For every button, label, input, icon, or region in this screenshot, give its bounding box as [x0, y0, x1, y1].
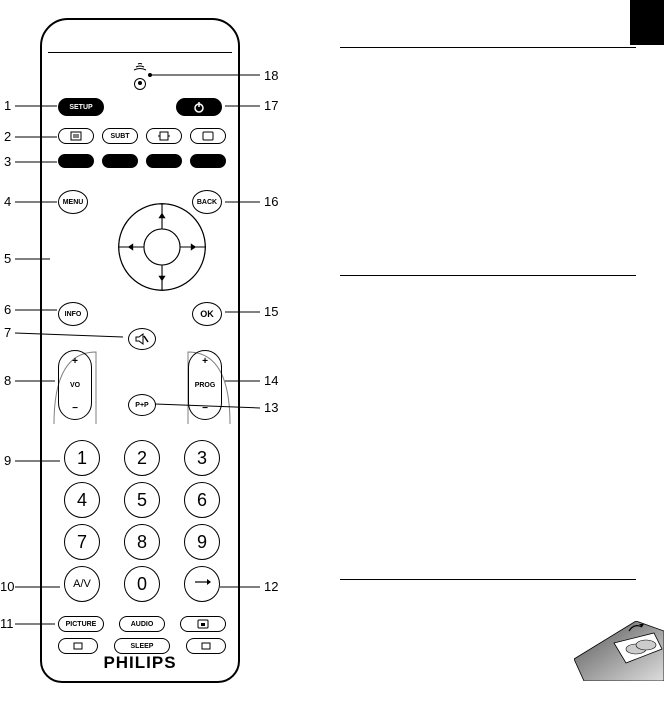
digit-2-button[interactable]: 2 — [124, 440, 160, 476]
format-button[interactable] — [146, 128, 182, 144]
blue-button[interactable] — [190, 154, 226, 168]
brand-logo: PHILIPS — [103, 653, 176, 673]
digit-8-button[interactable]: 8 — [124, 524, 160, 560]
left-misc-button[interactable] — [58, 638, 98, 654]
mute-icon — [135, 333, 149, 345]
number-pad: 1 2 3 4 5 6 7 8 9 A/V 0 — [64, 440, 220, 608]
yellow-button[interactable] — [146, 154, 182, 168]
power-icon — [193, 101, 205, 113]
callout-11: 11 — [0, 616, 14, 631]
callout-4: 4 — [4, 194, 11, 209]
callout-15: 15 — [264, 304, 278, 319]
rect-icon — [200, 641, 212, 651]
menu-button[interactable]: MENU — [58, 190, 88, 214]
audio-button[interactable]: AUDIO — [119, 616, 165, 632]
av-button[interactable]: A/V — [64, 566, 100, 602]
subtitle-button[interactable]: SUBT — [102, 128, 138, 144]
digit-3-button[interactable]: 3 — [184, 440, 220, 476]
swap-button[interactable] — [184, 566, 220, 602]
callout-2: 2 — [4, 129, 11, 144]
remote-body: SETUP SUBT MENU BACK — [40, 18, 240, 683]
page: SETUP SUBT MENU BACK — [0, 0, 664, 701]
callout-10: 10 — [0, 579, 14, 594]
section-rule — [340, 275, 636, 276]
screen-icon — [202, 131, 214, 141]
mode-button[interactable] — [180, 616, 226, 632]
teletext-icon — [70, 131, 82, 141]
callout-7: 7 — [4, 325, 11, 340]
ok-button[interactable]: OK — [192, 302, 222, 326]
ir-led-dot — [134, 78, 146, 90]
callout-12: 12 — [264, 579, 278, 594]
mid-panel-outline — [50, 348, 234, 428]
picture-button[interactable]: PICTURE — [58, 616, 104, 632]
swap-icon — [193, 578, 211, 590]
callout-5: 5 — [4, 251, 11, 266]
section-rule — [340, 47, 636, 48]
navigation-dpad[interactable] — [92, 202, 232, 292]
teletext-button[interactable] — [58, 128, 94, 144]
format-icon — [157, 131, 171, 141]
callout-3: 3 — [4, 154, 11, 169]
setup-button[interactable]: SETUP — [58, 98, 104, 116]
callout-17: 17 — [264, 98, 278, 113]
ir-waves-icon — [132, 61, 148, 71]
callout-9: 9 — [4, 453, 11, 468]
callout-13: 13 — [264, 400, 278, 415]
digit-9-button[interactable]: 9 — [184, 524, 220, 560]
digit-0-button[interactable]: 0 — [124, 566, 160, 602]
battery-compartment-illustration — [574, 621, 664, 681]
digit-6-button[interactable]: 6 — [184, 482, 220, 518]
mode-icon — [197, 619, 209, 629]
callout-6: 6 — [4, 302, 11, 317]
green-button[interactable] — [102, 154, 138, 168]
right-misc-button[interactable] — [186, 638, 226, 654]
rect-icon — [72, 641, 84, 651]
mute-button[interactable] — [128, 328, 156, 350]
power-button[interactable] — [176, 98, 222, 116]
digit-5-button[interactable]: 5 — [124, 482, 160, 518]
page-tab — [630, 0, 664, 45]
screen-button[interactable] — [190, 128, 226, 144]
callout-1: 1 — [4, 98, 11, 113]
digit-1-button[interactable]: 1 — [64, 440, 100, 476]
info-button[interactable]: INFO — [58, 302, 88, 326]
callout-8: 8 — [4, 373, 11, 388]
digit-7-button[interactable]: 7 — [64, 524, 100, 560]
section-rule — [340, 579, 636, 580]
callout-14: 14 — [264, 373, 278, 388]
remote-top-seam — [48, 52, 232, 53]
digit-4-button[interactable]: 4 — [64, 482, 100, 518]
callout-16: 16 — [264, 194, 278, 209]
callout-18: 18 — [264, 68, 278, 83]
ir-indicator — [132, 58, 148, 90]
sleep-button[interactable]: SLEEP — [114, 638, 170, 654]
red-button[interactable] — [58, 154, 94, 168]
